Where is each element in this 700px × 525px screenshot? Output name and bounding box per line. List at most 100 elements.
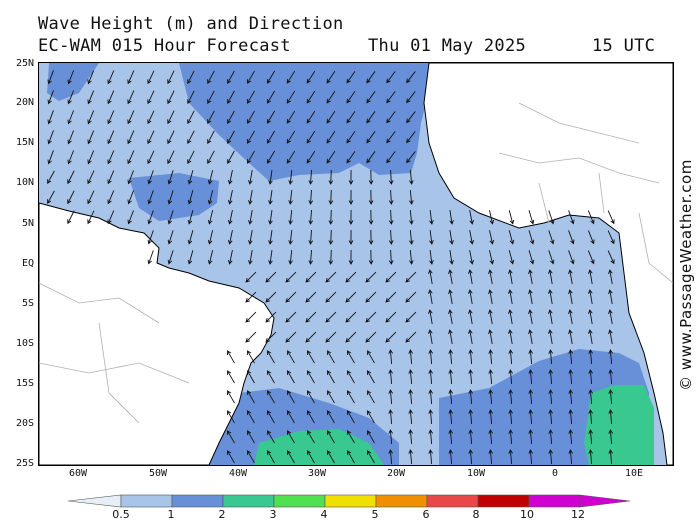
wave-direction-arrow — [167, 110, 175, 125]
wave-direction-arrow — [408, 369, 413, 385]
lon-label: 50W — [148, 468, 168, 479]
wave-direction-arrow — [306, 90, 316, 104]
wave-direction-arrow — [408, 449, 413, 465]
wave-direction-arrow — [265, 311, 277, 323]
wave-direction-arrow — [107, 150, 115, 165]
wave-direction-arrow — [287, 410, 295, 424]
wave-direction-arrow — [345, 311, 357, 323]
wave-direction-arrow — [406, 131, 416, 144]
wave-direction-arrow — [107, 90, 115, 105]
wave-direction-arrow — [528, 210, 535, 225]
wave-direction-arrow — [167, 70, 175, 85]
wave-direction-arrow — [207, 150, 215, 165]
legend-label: 1 — [167, 508, 175, 521]
wave-direction-arrow — [308, 189, 314, 205]
lat-label: 5N — [21, 218, 34, 229]
lat-label: 20N — [15, 97, 34, 108]
wave-direction-arrow — [388, 389, 393, 405]
model-label: EC-WAM 015 Hour Forecast — [38, 36, 291, 56]
wave-direction-arrow — [528, 289, 533, 304]
wave-direction-arrow — [227, 170, 233, 185]
wave-direction-arrow — [386, 131, 396, 144]
wave-direction-arrow — [247, 390, 255, 404]
wave-direction-arrow — [267, 350, 275, 364]
wave-direction-arrow — [67, 70, 74, 85]
wave-direction-arrow — [409, 209, 414, 225]
wave-direction-arrow — [266, 90, 275, 104]
wave-zone-nw — [47, 63, 99, 101]
wave-direction-arrow — [127, 170, 134, 185]
wave-direction-arrow — [67, 190, 75, 205]
wave-direction-arrow — [448, 409, 453, 425]
wave-direction-arrow — [47, 150, 54, 165]
wave-direction-arrow — [528, 349, 533, 365]
wave-direction-arrow — [388, 169, 394, 185]
wave-direction-arrow — [227, 430, 235, 444]
lat-label: 10S — [15, 338, 34, 349]
wave-direction-arrow — [548, 349, 553, 365]
wave-direction-arrow — [428, 349, 433, 365]
wave-direction-arrow — [508, 309, 513, 324]
wave-direction-arrow — [428, 289, 433, 304]
wave-direction-arrow — [508, 210, 515, 225]
wave-direction-arrow — [325, 331, 337, 343]
wave-direction-arrow — [47, 70, 54, 85]
wave-direction-arrow — [325, 311, 337, 323]
wave-direction-arrow — [347, 410, 355, 424]
wave-direction-arrow — [388, 409, 393, 425]
wave-direction-arrow — [248, 190, 253, 205]
wave-direction-arrow — [346, 90, 356, 104]
wave-direction-arrow — [107, 130, 115, 145]
wave-direction-arrow — [307, 390, 315, 404]
wave-direction-arrow — [528, 269, 533, 284]
wave-direction-arrow — [568, 449, 573, 465]
wave-direction-arrow — [305, 331, 317, 343]
wave-direction-arrow — [345, 271, 357, 283]
wave-direction-arrow — [345, 291, 357, 303]
wave-direction-arrow — [608, 309, 613, 324]
wave-direction-arrow — [286, 110, 296, 124]
wave-direction-arrow — [385, 331, 397, 343]
wave-direction-arrow — [268, 190, 273, 205]
wave-direction-arrow — [607, 210, 615, 225]
wave-direction-arrow — [528, 429, 533, 445]
wave-direction-arrow — [385, 311, 397, 323]
wave-direction-arrow — [127, 190, 134, 205]
wave-direction-arrow — [227, 90, 235, 104]
lon-label: 0 — [551, 468, 559, 479]
wave-direction-arrow — [247, 370, 255, 384]
wave-direction-arrow — [367, 370, 375, 384]
wave-direction-arrow — [608, 289, 613, 304]
lat-label: 10N — [15, 177, 34, 188]
wave-direction-arrow — [326, 110, 336, 124]
wave-direction-arrow — [247, 130, 255, 144]
wave-direction-arrow — [325, 271, 337, 283]
wave-direction-arrow — [167, 250, 174, 265]
legend-label: 6 — [422, 508, 430, 521]
wave-direction-arrow — [386, 111, 396, 124]
wave-direction-arrow — [167, 130, 175, 145]
wave-direction-arrow — [428, 449, 433, 465]
wave-direction-arrow — [448, 369, 453, 385]
wave-direction-arrow — [449, 230, 454, 245]
wave-direction-arrow — [327, 450, 335, 464]
colorbar — [68, 494, 631, 508]
colorbar-segment — [324, 494, 377, 508]
wave-direction-arrow — [286, 90, 296, 104]
wave-direction-arrow — [207, 210, 214, 225]
wave-direction-arrow — [47, 130, 54, 145]
wave-direction-arrow — [469, 210, 474, 225]
wave-direction-arrow — [167, 190, 174, 205]
wave-direction-arrow — [245, 271, 257, 283]
wave-direction-arrow — [147, 70, 155, 85]
colorbar-segment — [171, 494, 224, 508]
legend-label: 5 — [371, 508, 379, 521]
wave-direction-arrow — [448, 389, 453, 405]
wave-direction-arrow — [207, 70, 215, 85]
wave-direction-arrow — [488, 409, 493, 425]
wave-direction-arrow — [448, 309, 453, 324]
wave-direction-arrow — [266, 150, 275, 164]
wave-direction-arrow — [227, 70, 235, 84]
wave-direction-arrow — [428, 369, 433, 385]
wave-direction-arrow — [248, 210, 253, 225]
